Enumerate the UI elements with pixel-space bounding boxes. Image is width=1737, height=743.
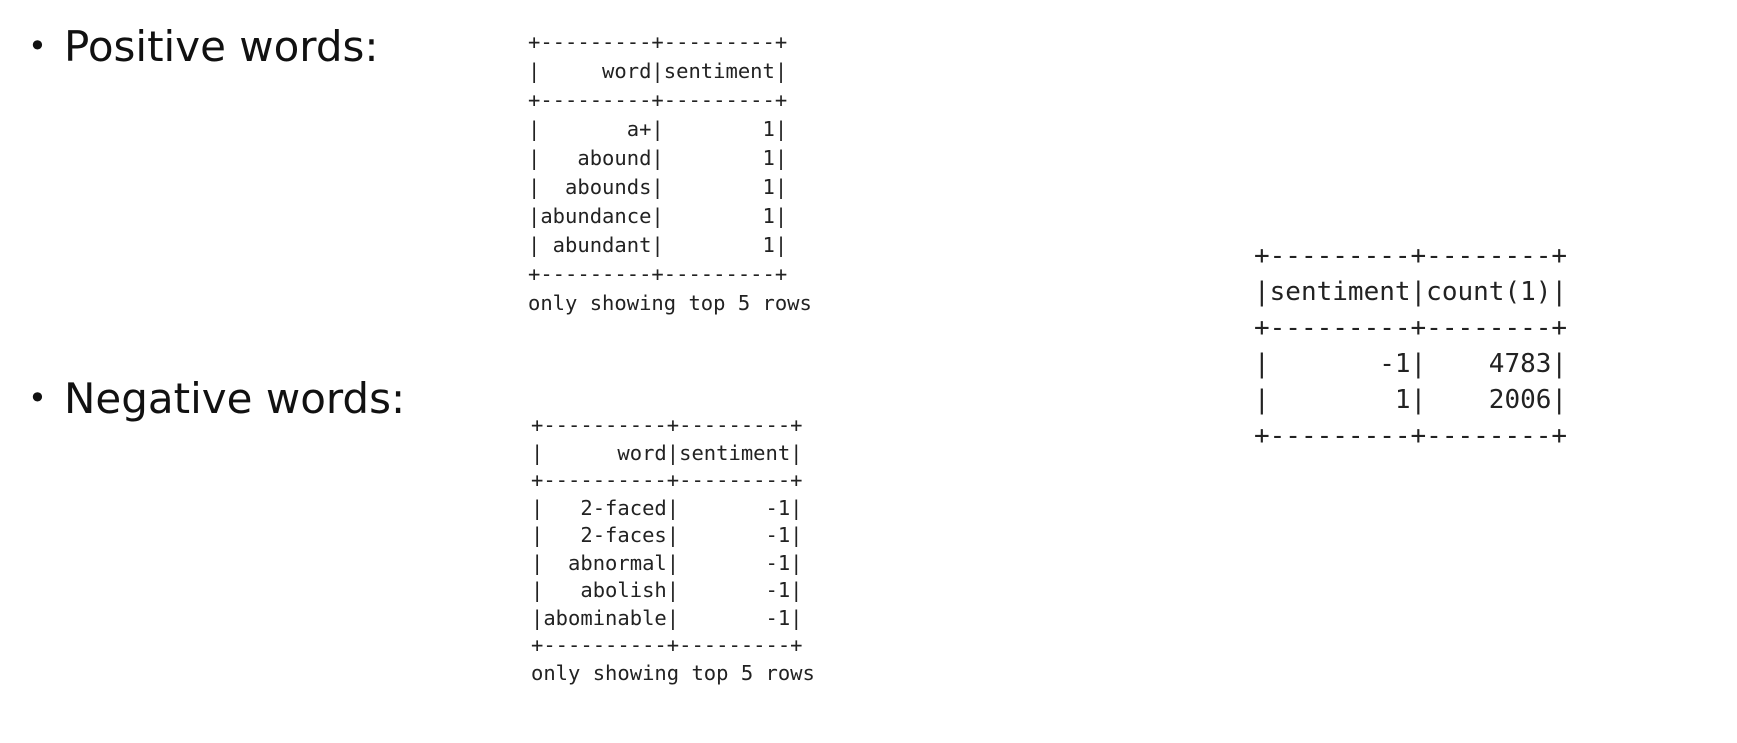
count-table-border: +---------+--------+ (1254, 241, 1568, 271)
negative-table-header-row: | word|sentiment| (531, 440, 803, 465)
count-table-row: | 1| 2006| (1254, 385, 1568, 415)
sentiment-count-table: +---------+--------+ |sentiment|count(1)|… (1254, 238, 1567, 454)
bullet-marker: • (28, 379, 47, 417)
positive-words-label: Positive words: (64, 22, 379, 71)
negative-table-row: | 2-faces| -1| (531, 523, 803, 547)
positive-table-row: | abundant| 1| (528, 233, 788, 257)
negative-table-footer: only showing top 5 rows (531, 660, 815, 685)
positive-words-table: +---------+---------+ | word|sentiment| +-… (528, 28, 812, 318)
negative-words-label: Negative words: (64, 374, 406, 423)
positive-table-row: | abounds| 1| (528, 175, 788, 199)
positive-table-footer: only showing top 5 rows (528, 291, 812, 315)
negative-table-border: +----------+---------+ (531, 633, 803, 657)
positive-table-border: +---------+---------+ (528, 30, 788, 54)
negative-table-border: +----------+---------+ (531, 468, 803, 492)
positive-table-header-row: | word|sentiment| (528, 59, 788, 83)
positive-table-row: | a+| 1| (528, 117, 788, 141)
negative-table-border: +----------+---------+ (531, 413, 803, 437)
negative-table-row: | abolish| -1| (531, 578, 803, 602)
count-table-border: +---------+--------+ (1254, 421, 1568, 451)
bullet-positive-words: • Positive words: (28, 26, 379, 68)
count-table-border: +---------+--------+ (1254, 313, 1568, 343)
positive-table-row: |abundance| 1| (528, 204, 788, 228)
positive-table-row: | abound| 1| (528, 146, 788, 170)
positive-table-border: +---------+---------+ (528, 262, 788, 286)
negative-table-row: |abominable| -1| (531, 605, 803, 630)
negative-table-row: | 2-faced| -1| (531, 495, 803, 520)
count-table-row: | -1| 4783| (1254, 349, 1568, 379)
bullet-marker: • (28, 27, 47, 65)
count-table-header-row: |sentiment|count(1)| (1254, 277, 1568, 307)
negative-table-row: | abnormal| -1| (531, 550, 803, 575)
negative-words-table: +----------+---------+ | word|sentiment| +… (531, 412, 815, 687)
positive-table-border: +---------+---------+ (528, 88, 788, 112)
bullet-negative-words: • Negative words: (28, 378, 405, 420)
